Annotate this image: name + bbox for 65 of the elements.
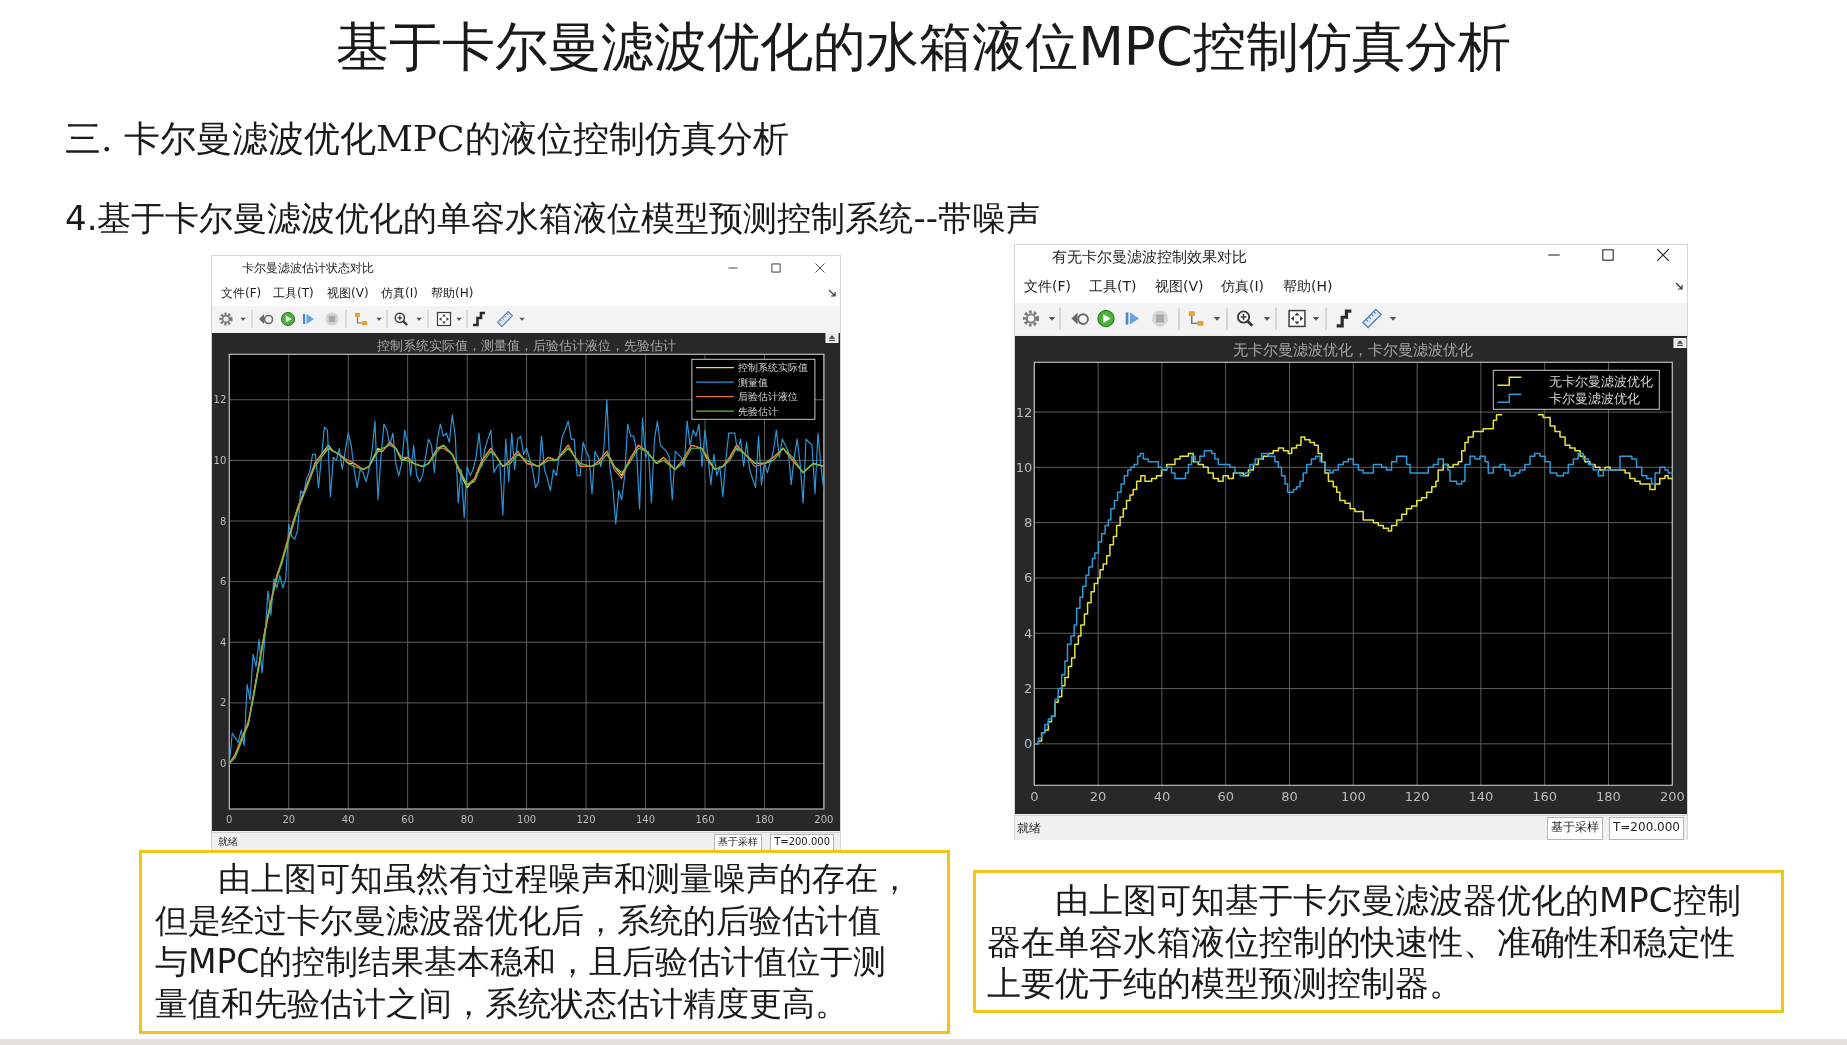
y-tick-label: 12 (1015, 404, 1033, 420)
y-tick-label: 8 (219, 515, 227, 527)
legend-label: 先验估计 (737, 405, 778, 417)
y-tick-label: 2 (1024, 681, 1033, 697)
x-tick-label: 40 (341, 813, 355, 825)
text: 文件(F) (221, 285, 262, 302)
y-tick-label: 4 (219, 636, 227, 648)
text: 4.基于卡尔曼滤波优化的单容水箱液位模型预测控制系统--带噪声 (65, 198, 1040, 239)
text: 工具(T) (1089, 277, 1137, 296)
text: 视图(V) (327, 285, 369, 302)
chart-title: 有无卡尔曼滤波控制效果对比 (1052, 248, 1247, 267)
y-tick-label: 4 (1024, 625, 1033, 641)
y-tick-label: 0 (1024, 736, 1033, 752)
x-tick-label: 200 (1659, 789, 1685, 805)
x-tick-label: 140 (1468, 789, 1494, 805)
legend-label: 无卡尔曼滤波优化 (1549, 373, 1654, 389)
y-tick-label: 6 (219, 576, 227, 588)
legend-label: 卡尔曼滤波优化 (1549, 390, 1641, 406)
x-tick-label: 60 (401, 813, 415, 825)
y-tick-label: 12 (213, 394, 227, 406)
text: 文件(F) (1024, 277, 1071, 296)
legend-label: 测量值 (737, 376, 768, 388)
y-tick-label: 10 (213, 454, 227, 466)
x-tick-label: 120 (1404, 789, 1430, 805)
x-tick-label: 180 (1596, 789, 1621, 805)
y-tick-label: 2 (219, 697, 227, 709)
x-tick-label: 180 (754, 813, 774, 825)
text: 基于采样 (1546, 817, 1603, 840)
legend-label: 控制系统实际值 (737, 362, 808, 374)
text: 仿真(I) (381, 285, 418, 302)
x-tick-label: 100 (517, 813, 537, 825)
text: 帮助(H) (431, 285, 474, 302)
text: 视图(V) (1155, 277, 1204, 296)
x-tick-label: 160 (1532, 789, 1558, 805)
y-tick-label: 8 (1024, 515, 1033, 531)
text: 基于卡尔曼滤波优化的水箱液位MPC控制仿真分析 (335, 15, 1512, 79)
y-tick-label: 6 (1024, 570, 1033, 586)
x-tick-label: 40 (1153, 789, 1171, 805)
x-tick-label: 60 (1217, 789, 1234, 805)
chart-title: 卡尔曼滤波估计状态对比 (242, 260, 374, 277)
x-tick-label: 80 (460, 813, 474, 825)
text: 就绪 (218, 835, 238, 849)
x-tick-label: 80 (1281, 789, 1298, 805)
text: T=200.000 (1608, 817, 1684, 840)
chart-subtitle: 无卡尔曼滤波优化，卡尔曼滤波优化 (1233, 341, 1474, 359)
x-tick-label: 20 (282, 813, 296, 825)
text: 仿真(I) (1221, 277, 1265, 296)
text: 帮助(H) (1283, 277, 1333, 296)
x-tick-label: 20 (1089, 789, 1107, 805)
x-tick-label: 140 (635, 813, 656, 825)
x-tick-label: 100 (1340, 789, 1366, 805)
text: T=200.000 (770, 834, 834, 851)
x-tick-label: 200 (814, 813, 834, 825)
text: 工具(T) (273, 285, 314, 302)
y-tick-label: 10 (1015, 459, 1033, 475)
text: 三. 卡尔曼滤波优化MPC的液位控制仿真分析 (65, 117, 789, 161)
legend-label: 后验估计液位 (737, 391, 798, 403)
x-tick-label: 160 (695, 813, 715, 825)
text: 就绪 (1017, 820, 1041, 837)
y-tick-label: 0 (219, 758, 227, 770)
text: 基于采样 (714, 834, 763, 851)
text: 由上图可知虽然有过程噪声和测量噪声的存在，但是经过卡尔曼滤波器优化后，系统的后验估计值与MPC的控制结果基本稳和，且后验估计值位于测量值和先验估计之间，系统状态估计精度更高。 (139, 850, 950, 1034)
text: 由上图可知基于卡尔曼滤波器优化的MPC控制器在单容水箱液位控制的快速性、准确性和稳定性上要优于纯的模型预测控制器。 (973, 870, 1784, 1013)
chart-subtitle: 控制系统实际值，测量值，后验估计液位，先验估计 (377, 337, 677, 353)
x-tick-label: 120 (576, 813, 596, 825)
